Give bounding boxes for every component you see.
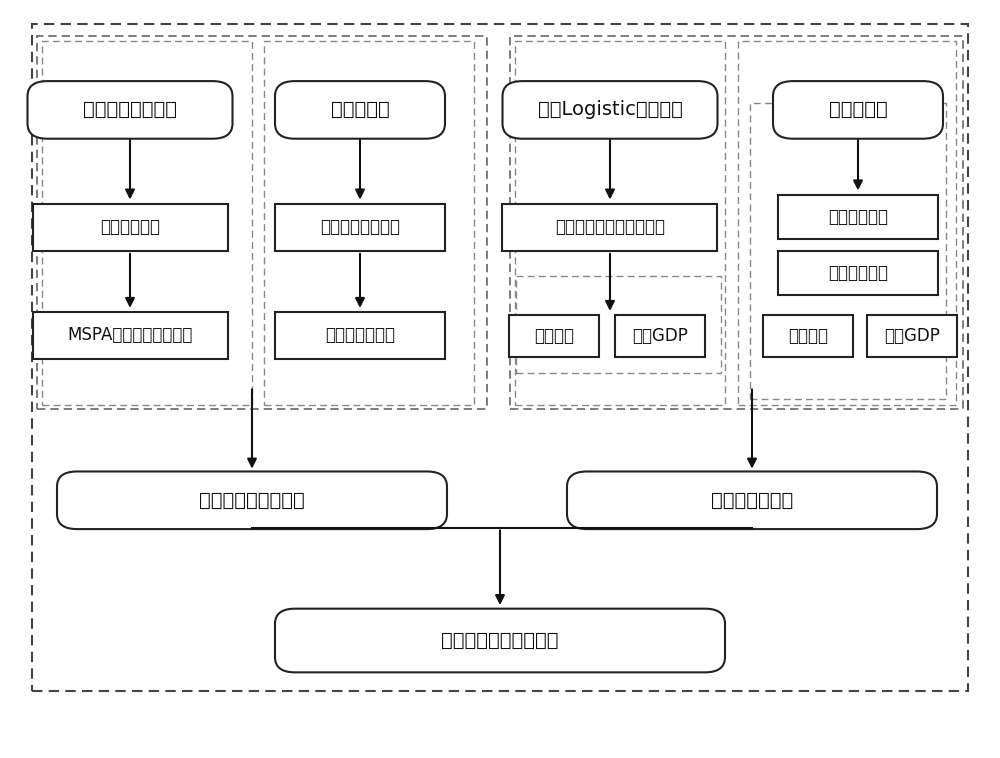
Text: 源斑块筛选: 源斑块筛选 xyxy=(331,100,389,120)
Text: 二元Logistic模型验证: 二元Logistic模型验证 xyxy=(538,100,682,120)
Bar xyxy=(32,204,228,251)
Bar xyxy=(509,315,599,356)
FancyBboxPatch shape xyxy=(773,81,943,139)
Text: 生态要素空间和数量变化: 生态要素空间和数量变化 xyxy=(555,218,665,236)
Bar xyxy=(778,251,938,295)
Bar xyxy=(37,36,487,409)
Bar xyxy=(763,315,853,356)
Bar xyxy=(275,312,445,359)
FancyBboxPatch shape xyxy=(57,471,447,529)
FancyBboxPatch shape xyxy=(275,609,725,672)
Text: 项目区数据预处理: 项目区数据预处理 xyxy=(83,100,177,120)
Text: MSPA识别七种景观类型: MSPA识别七种景观类型 xyxy=(67,326,193,344)
FancyBboxPatch shape xyxy=(275,81,445,139)
Bar xyxy=(264,41,474,405)
FancyBboxPatch shape xyxy=(28,81,232,139)
Bar xyxy=(778,195,938,239)
Text: 七种景观类型: 七种景观类型 xyxy=(828,264,888,282)
Text: 阻力面构建: 阻力面构建 xyxy=(829,100,887,120)
Bar xyxy=(615,315,705,356)
Text: 人口密度: 人口密度 xyxy=(788,327,828,345)
Bar xyxy=(32,24,968,691)
Bar xyxy=(510,36,963,409)
Text: 人口密度: 人口密度 xyxy=(534,327,574,345)
Bar xyxy=(867,315,957,356)
Text: 人均GDP: 人均GDP xyxy=(632,327,688,345)
Text: 生态空间识别: 生态空间识别 xyxy=(100,218,160,236)
Text: 土地利用类型: 土地利用类型 xyxy=(828,208,888,226)
Bar xyxy=(738,41,956,405)
Bar xyxy=(275,204,445,251)
Text: 生态空间生态网络构建: 生态空间生态网络构建 xyxy=(441,631,559,650)
FancyBboxPatch shape xyxy=(567,471,937,529)
FancyBboxPatch shape xyxy=(502,81,717,139)
Bar xyxy=(502,204,717,251)
Text: 核心区面积计算: 核心区面积计算 xyxy=(325,326,395,344)
Bar xyxy=(515,41,725,405)
Text: 人均GDP: 人均GDP xyxy=(884,327,940,345)
Bar xyxy=(750,103,946,399)
Bar xyxy=(32,312,228,359)
Bar xyxy=(516,276,721,373)
Text: 核心区连通性计算: 核心区连通性计算 xyxy=(320,218,400,236)
Text: 生态网络源斑块识别: 生态网络源斑块识别 xyxy=(199,490,305,510)
Text: 最小累积阻力面: 最小累积阻力面 xyxy=(711,490,793,510)
Bar xyxy=(42,41,252,405)
